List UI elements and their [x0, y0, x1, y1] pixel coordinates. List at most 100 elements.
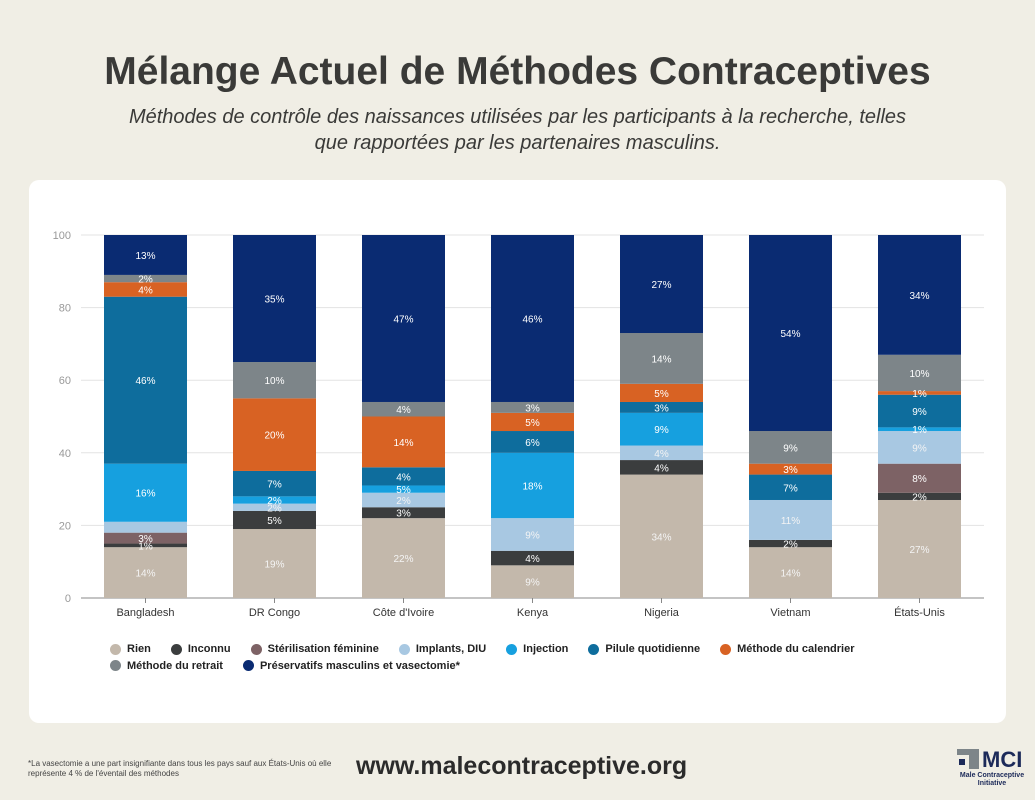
x-tick-label: Vietnam: [770, 607, 810, 619]
data-label: 35%: [264, 295, 284, 306]
legend-item: Pilule quotidienne: [588, 641, 700, 657]
bar-segment: [878, 463, 961, 493]
bar-segment: [620, 445, 703, 461]
data-label: 4%: [396, 405, 411, 416]
data-label: 18%: [522, 481, 542, 492]
y-tick-label: 0: [65, 593, 71, 605]
legend-label: Implants, DIU: [415, 643, 487, 655]
data-label: 5%: [396, 485, 411, 496]
data-label: 2%: [267, 496, 282, 507]
legend-swatch: [588, 643, 600, 655]
bar-segment: [362, 416, 445, 468]
data-label: 8%: [912, 474, 927, 485]
data-label: 2%: [138, 275, 153, 286]
footnote-line-2: représente 4 % de l'éventail des méthode…: [28, 769, 179, 778]
bar-segment: [878, 499, 961, 598]
data-label: 34%: [909, 291, 929, 302]
legend-label: Pilule quotidienne: [605, 643, 701, 655]
bar-segment: [878, 492, 961, 500]
data-label: 7%: [783, 483, 798, 494]
legend-swatch: [110, 660, 121, 671]
bar-segment: [878, 427, 961, 432]
bar-segment: [749, 539, 832, 548]
bar-segment: [878, 394, 961, 428]
legend-item: Stérilisation féminine: [250, 641, 379, 657]
page-subtitle: Méthodes de contrôle des naissances util…: [60, 104, 975, 156]
page-title: Mélange Actuel de Méthodes Contraceptive…: [104, 50, 931, 93]
bar-segment: [749, 463, 832, 475]
legend-item: Rien: [110, 641, 151, 657]
bar-segment: [233, 235, 316, 363]
bar-segment: [104, 532, 187, 544]
x-tick-label: Nigeria: [644, 607, 680, 619]
bar-segment: [620, 460, 703, 475]
legend-swatch: [720, 643, 732, 655]
data-label: 10%: [909, 369, 929, 380]
data-label: 4%: [654, 463, 669, 474]
logo-sub-line-2: Initiative: [977, 780, 1007, 787]
legend-item: Implants, DIU: [398, 641, 487, 657]
data-label: 19%: [264, 560, 284, 571]
bar-segment: [878, 391, 961, 395]
bar-segment: [749, 431, 832, 464]
bar-segment: [104, 463, 187, 522]
data-label: 14%: [651, 354, 671, 365]
data-label: 54%: [780, 329, 800, 340]
x-tick-label: DR Congo: [249, 607, 300, 619]
bar-segment: [362, 485, 445, 493]
legend-swatch: [242, 660, 254, 671]
data-label: 9%: [525, 530, 540, 541]
legend-label: Préservatifs masculins et vasectomie*: [259, 659, 460, 672]
y-tick-label: 20: [59, 520, 71, 532]
x-tick-label: Côte d'Ivoire: [373, 607, 434, 619]
bar-segment: [878, 431, 961, 464]
bar-segment: [362, 235, 445, 402]
bar-segment: [620, 401, 703, 413]
data-label: 2%: [267, 503, 282, 514]
mci-logo: MCI Male Contraceptive Initiative: [955, 747, 1030, 797]
bar-segment: [749, 499, 832, 540]
bar-segment: [749, 235, 832, 432]
legend-swatch: [398, 643, 410, 655]
data-label: 47%: [393, 314, 413, 325]
data-label: 27%: [651, 280, 671, 291]
bar-segment: [104, 296, 187, 464]
logo-subtitle: Male Contraceptive Initiative: [955, 772, 1029, 788]
bar-segment: [491, 431, 574, 453]
y-tick-label: 80: [59, 303, 71, 315]
data-label: 9%: [525, 578, 540, 589]
bar-segment: [362, 507, 445, 519]
chart-legend: Rien Inconnu Stérilisation féminine Implant…: [110, 641, 970, 674]
x-tick-label: Kenya: [517, 607, 549, 619]
subtitle-line-1: Méthodes de contrôle des naissances util…: [128, 106, 907, 128]
data-label: 6%: [525, 438, 540, 449]
data-label: 46%: [135, 376, 155, 387]
bar-segment: [491, 412, 574, 432]
bar-segment: [104, 543, 187, 548]
bar-segment: [104, 235, 187, 275]
bar-segment: [362, 492, 445, 508]
bar-segment: [104, 282, 187, 297]
bar-segment: [104, 274, 187, 283]
legend-swatch: [110, 643, 121, 655]
x-tick-label: États-Unis: [894, 606, 945, 619]
legend-label: Méthode du calendrier: [737, 643, 855, 655]
legend-swatch: [250, 643, 262, 655]
legend-item: Méthode du retrait: [110, 658, 223, 674]
data-label: 5%: [267, 516, 282, 527]
bar-segment: [491, 565, 574, 598]
data-label: 34%: [651, 532, 671, 543]
data-label: 4%: [138, 285, 153, 296]
bar-segment: [233, 510, 316, 530]
data-label: 9%: [783, 443, 798, 454]
data-label: 46%: [522, 314, 542, 325]
legend-swatch: [170, 643, 182, 655]
footnote-line-1: *La vasectomie a une part insignifiante …: [28, 759, 332, 768]
logo-text: MCI: [982, 747, 1023, 772]
data-label: 3%: [525, 403, 540, 414]
chart-card: 0 20 40 60 80 100 Bangladesh 14% 1% 3% 16% 46% 4% 2% 1…: [29, 180, 1006, 723]
data-label: 13%: [135, 251, 155, 262]
legend-label: Rien: [127, 643, 151, 655]
bar-segment: [233, 398, 316, 471]
website-url[interactable]: www.malecontraceptive.org: [356, 752, 688, 780]
